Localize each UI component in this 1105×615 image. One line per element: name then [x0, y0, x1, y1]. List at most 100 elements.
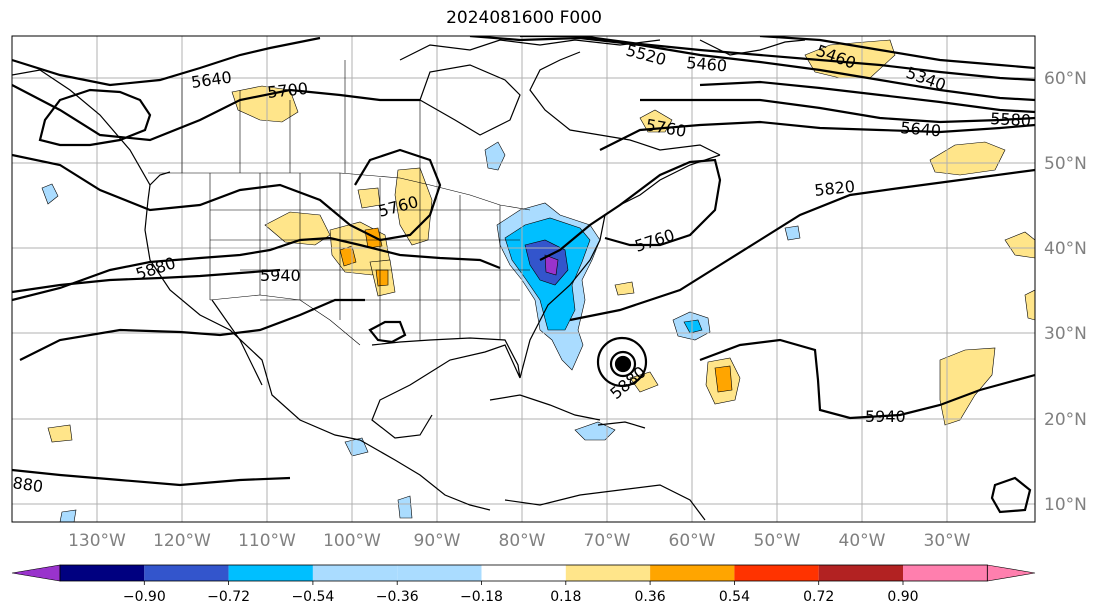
colorbar-tick-label: −0.90	[123, 589, 166, 605]
colorbar-seg-10	[818, 565, 903, 581]
yellow-area-far-e	[1024, 289, 1035, 321]
latitude-label: 10°N	[1044, 495, 1087, 515]
colorbar-seg-7	[565, 565, 651, 581]
contour-5760-north	[599, 120, 1035, 151]
contour-label: 5820	[813, 177, 855, 200]
map-area: 5640 5700 5520 5460 5460 5340 5760 5640 …	[11, 36, 1035, 522]
coast-greenland	[699, 39, 806, 56]
yellow-area-tropics-e	[939, 347, 996, 426]
coast-canada-e	[529, 51, 721, 156]
blue-area-caribbean	[574, 421, 616, 441]
contour-closed-mexico	[368, 320, 407, 344]
contour-label: 5760	[644, 115, 687, 141]
contour-5880-west	[12, 236, 501, 302]
blue-area-central-am	[344, 437, 369, 457]
colorbar-tick-label: −0.72	[207, 589, 250, 605]
contour-label: 5940	[260, 266, 301, 285]
contour-5580	[699, 80, 1035, 114]
coast-baja	[211, 299, 263, 386]
latitude-label: 50°N	[1044, 154, 1087, 174]
colorbar-tick-label: 0.90	[887, 589, 918, 605]
colorbar-tick-label: 0.36	[635, 589, 666, 605]
contour-5820	[569, 168, 1035, 322]
anomaly-shading	[41, 39, 1035, 522]
blue-area-south	[397, 495, 413, 519]
latitude-label: 60°N	[1044, 69, 1087, 89]
longitude-label: 40°W	[839, 531, 886, 551]
colorbar-tick-label: −0.18	[460, 589, 503, 605]
coast-arctic	[399, 39, 661, 61]
coast-hispaniola	[597, 421, 646, 429]
coast-hudson	[419, 64, 521, 136]
colorbar-seg-8	[650, 565, 735, 581]
colorbar-tick-label: 0.54	[719, 589, 750, 605]
yellow-area-n-atlantic	[929, 141, 1006, 176]
colorbar-tick-label: −0.54	[291, 589, 334, 605]
contour-5640-east	[640, 98, 1035, 124]
contour-label: 5760	[632, 225, 677, 256]
contour-5640-loop	[38, 88, 152, 147]
blue-area-pacific	[41, 183, 59, 205]
longitude-label: 50°W	[754, 531, 801, 551]
colorbar-frame	[59, 564, 988, 582]
colorbar-seg-6	[481, 565, 566, 581]
orange-area-plains-2	[364, 227, 383, 249]
contour-5940-east	[699, 338, 1035, 420]
coast-cuba	[489, 394, 601, 421]
cyan-area-atlantic	[683, 319, 703, 334]
colorbar-seg-1	[60, 565, 145, 581]
plot-title: 2024081600 F000	[446, 8, 602, 28]
longitude-axis: 130°W 120°W 110°W 100°W 90°W 80°W 70°W 6…	[68, 531, 971, 551]
contour-5760-mid	[12, 148, 442, 242]
coast-gulf	[371, 337, 521, 439]
colorbar-seg-11	[903, 565, 988, 581]
colorbar-seg-0	[11, 564, 61, 582]
coastlines	[12, 39, 806, 521]
longitude-label: 110°W	[238, 531, 296, 551]
coast-alaska	[12, 69, 151, 201]
longitude-label: 120°W	[153, 531, 211, 551]
latitude-axis: 60°N 50°N 40°N 30°N 20°N 10°N	[1044, 69, 1087, 515]
contour-label: 5520	[624, 41, 668, 70]
orange-area-texas	[375, 269, 389, 287]
contour-5760-east	[539, 158, 722, 261]
contour-label: 5640	[900, 118, 942, 140]
colorbar-seg-9	[734, 565, 819, 581]
contour-5880-tail	[12, 468, 291, 487]
longitude-label: 80°W	[499, 531, 546, 551]
province-lines	[181, 60, 421, 185]
colorbar-seg-5	[397, 565, 482, 581]
contour-label: 5640	[190, 67, 233, 91]
contour-5460	[520, 36, 1035, 82]
contour-5340	[759, 36, 1035, 70]
yellow-area-e-atlantic	[1004, 231, 1035, 259]
contour-5640-west	[12, 36, 321, 87]
borders	[148, 60, 531, 346]
contour-label: 5700	[266, 79, 308, 102]
contour-low-inner	[614, 355, 632, 373]
longitude-label: 70°W	[584, 531, 631, 551]
yellow-area-ne-atlantic	[614, 281, 635, 296]
longitude-label: 130°W	[68, 531, 126, 551]
coast-west-us	[144, 199, 361, 441]
latitude-label: 40°N	[1044, 239, 1087, 259]
blue-area-sw	[59, 509, 77, 522]
yellow-area-pacific-sw	[47, 424, 73, 443]
contour-label: 5340	[904, 63, 949, 95]
height-contours	[12, 36, 1035, 514]
longitude-label: 60°W	[669, 531, 716, 551]
colorbar-seg-4	[312, 565, 398, 581]
colorbar-tick-marks	[143, 581, 904, 585]
colorbar-tick-label: 0.18	[550, 589, 581, 605]
coast-pacific-nw	[149, 171, 171, 186]
contour-5880-low-mid	[609, 350, 637, 378]
colorbar-seg-2	[144, 565, 229, 581]
contour-label: 5940	[865, 407, 906, 426]
blue-area-great-lakes	[484, 141, 506, 171]
longitude-label: 90°W	[414, 531, 461, 551]
contour-5880-south	[19, 298, 365, 361]
contour-5520	[469, 36, 1035, 102]
border-canada-us	[148, 172, 531, 211]
purple-area	[544, 254, 559, 276]
contour-label: 880	[11, 473, 44, 496]
